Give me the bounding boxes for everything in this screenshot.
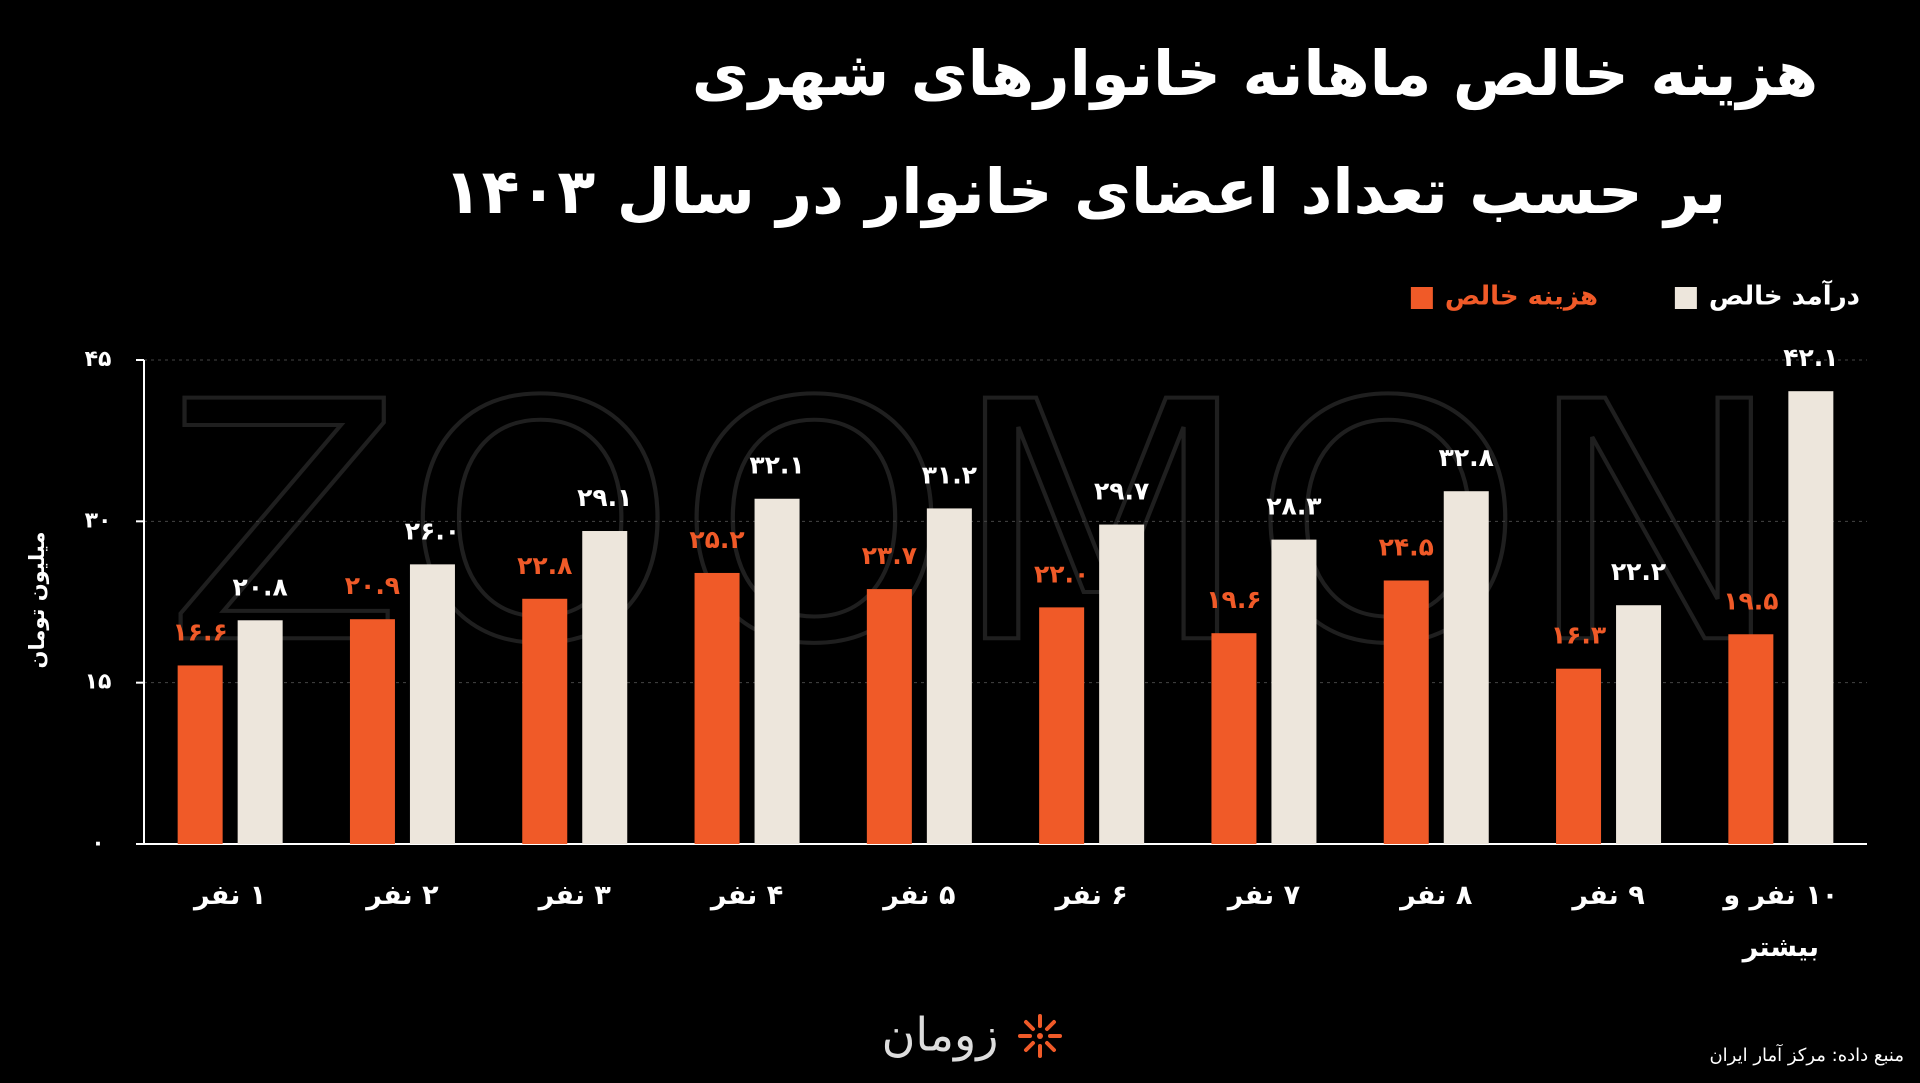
bar [409, 564, 455, 844]
y-tick-label: ۴۵ [85, 347, 112, 372]
data-label: ۲۹.۷ [1094, 477, 1149, 506]
legend-swatch [1674, 287, 1697, 309]
data-label: ۲۹.۱ [577, 483, 632, 512]
x-tick-label: ۲ نفر [366, 880, 439, 911]
bar [1099, 524, 1145, 844]
data-label: ۳۲.۱ [749, 451, 804, 480]
data-label: ۲۲.۲ [1611, 557, 1666, 586]
legend-label: هزینه خالص [1445, 282, 1598, 312]
bar [926, 508, 972, 844]
data-label: ۲۳.۷ [862, 541, 917, 570]
bar [1616, 605, 1662, 844]
chart-title: بر حسب تعداد اعضای خانوار در سال ۱۴۰۳ [444, 155, 1726, 228]
data-label: ۲۴.۵ [1379, 532, 1434, 561]
data-label: ۲۰.۸ [233, 572, 288, 601]
x-tick-label: ۵ نفر [883, 880, 956, 911]
data-label: ۳۲.۸ [1439, 443, 1494, 472]
bar [1443, 491, 1489, 844]
bar [177, 665, 223, 844]
x-tick-label: ۶ نفر [1055, 880, 1128, 911]
bar [1556, 668, 1602, 844]
bar [237, 620, 283, 844]
x-tick-label: ۸ نفر [1400, 880, 1473, 911]
bar [349, 619, 395, 844]
brand: زومان [882, 1008, 999, 1063]
bar [754, 498, 800, 844]
data-label: ۱۶.۳ [1551, 621, 1606, 650]
y-axis-label: میلیون تومان [25, 532, 49, 669]
data-label: ۱۹.۵ [1723, 586, 1778, 615]
data-label: ۲۶.۰ [405, 516, 460, 545]
bar [1728, 634, 1774, 844]
x-tick-label: ۹ نفر [1572, 880, 1645, 911]
legend-swatch [1410, 287, 1433, 309]
data-label: ۳۱.۲ [922, 460, 977, 489]
data-label: ۲۵.۲ [689, 525, 744, 554]
source: منبع داده: مرکز آمار ایران [1709, 1043, 1904, 1066]
data-label: ۱۶.۶ [173, 617, 228, 646]
x-tick-label: ۷ نفر [1227, 880, 1301, 911]
y-tick-label: ۱۵ [85, 670, 112, 695]
bar [1039, 607, 1085, 844]
data-label: ۲۸.۳ [1266, 492, 1321, 521]
bar [1211, 633, 1257, 844]
data-label: ۲۰.۹ [345, 571, 400, 600]
data-label: ۱۹.۶ [1206, 585, 1261, 614]
x-tick-label: ۱۰ نفر و بیشتر [1723, 880, 1839, 963]
legend-label: درآمد خالص [1709, 280, 1860, 312]
brand-icon [1018, 1014, 1062, 1058]
bar [694, 572, 740, 844]
bar [866, 589, 912, 844]
data-label: ۲۲.۰ [1034, 559, 1089, 588]
x-tick-label: ۱ نفر [194, 880, 267, 911]
bar [1383, 580, 1429, 844]
y-tick-label: ۳۰ [85, 508, 112, 533]
bar [522, 598, 568, 844]
bar [582, 531, 628, 844]
data-label: ۲۲.۸ [517, 551, 572, 580]
chart-title: هزینه خالص ماهانه خانوارهای شهری [692, 37, 1818, 111]
data-label: ۴۲.۱ [1783, 343, 1838, 372]
bar [1788, 391, 1834, 844]
bar [1271, 539, 1317, 844]
y-tick-label: ۰ [91, 831, 104, 856]
x-tick-label: ۳ نفر [538, 880, 611, 911]
x-tick-label: ۴ نفر [710, 880, 784, 911]
